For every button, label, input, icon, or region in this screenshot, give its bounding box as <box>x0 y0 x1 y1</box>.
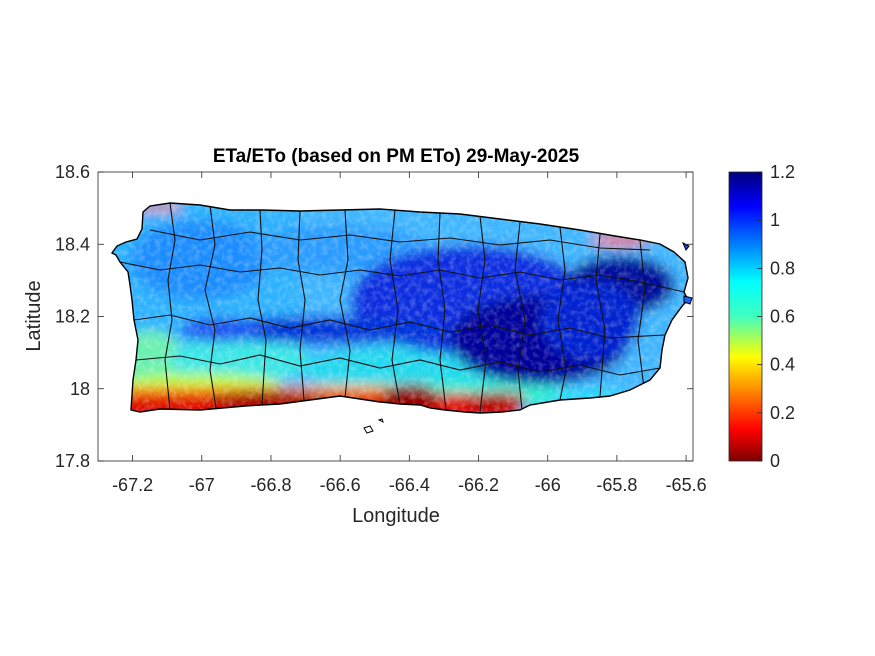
x-tick-label: -66.2 <box>458 475 499 495</box>
x-tick-label: -66 <box>535 475 561 495</box>
eta-eto-heatmap <box>112 203 688 413</box>
caja-de-muertos-islet-icon <box>363 425 374 434</box>
x-tick-label: -65.8 <box>596 475 637 495</box>
colorbar-tick-label: 0 <box>770 451 780 471</box>
colorbar-tick-label: 0.4 <box>770 355 795 375</box>
x-tick-label: -65.6 <box>666 475 707 495</box>
x-tick-label: -66.6 <box>320 475 361 495</box>
x-tick-label: -67 <box>189 475 215 495</box>
colorbar-tick-label: 1 <box>770 210 780 230</box>
x-axis-label: Longitude <box>352 505 440 527</box>
x-tick-label: -66.4 <box>389 475 430 495</box>
colorbar-tick-label: 0.6 <box>770 307 795 327</box>
y-tick-label: 18.4 <box>55 234 90 254</box>
y-tick-label: 18.6 <box>55 162 90 182</box>
y-axis-label: Latitude <box>23 280 45 351</box>
x-tick-label: -67.2 <box>112 475 153 495</box>
y-tick-label: 18.2 <box>55 307 90 327</box>
colorbar-ticks: 0 0.2 0.4 0.6 0.8 1 1.2 <box>757 162 795 471</box>
y-tick-label: 18 <box>70 379 90 399</box>
colorbar-tick-label: 0.2 <box>770 403 795 423</box>
y-tick-label: 17.8 <box>55 451 90 471</box>
y-axis: 17.8 18 18.2 18.4 18.6 <box>55 162 693 471</box>
municipality-boundaries <box>119 203 685 413</box>
chart-title: ETa/ETo (based on PM ETo) 29-May-2025 <box>213 146 580 167</box>
x-tick-label: -66.8 <box>250 475 291 495</box>
culebra-fragment-icon <box>683 295 693 305</box>
colorbar-tick-label: 0.8 <box>770 258 795 278</box>
desecheo-islet-icon <box>377 418 384 423</box>
x-axis: -67.2 -67 -66.8 -66.6 -66.4 -66.2 -66 -65.8 -65.… <box>112 172 707 495</box>
vieques-fragment-icon <box>682 241 690 251</box>
colorbar-tick-label: 1.2 <box>770 162 795 182</box>
